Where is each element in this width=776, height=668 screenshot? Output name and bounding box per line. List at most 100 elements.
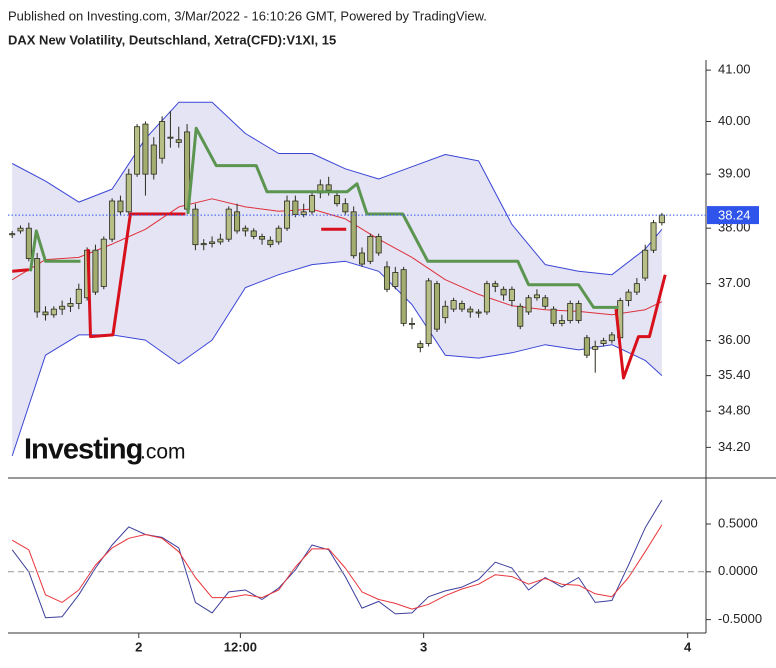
lower-band — [11, 260, 663, 457]
candle-body — [267, 239, 274, 246]
candle-body — [600, 340, 607, 344]
candle-body — [225, 208, 232, 240]
candle-body — [92, 249, 99, 293]
candle-body — [383, 266, 390, 290]
candle-body — [9, 233, 16, 236]
band-fill — [12, 102, 662, 456]
y-tick-label: 41.00 — [718, 62, 751, 77]
candle-body — [34, 258, 41, 313]
osc-y-tick-label: -0.5000 — [718, 611, 762, 626]
candle-body — [442, 305, 449, 319]
candle-body — [275, 227, 282, 243]
osc-y-tick-label: 0.5000 — [718, 515, 758, 530]
candle-body — [50, 308, 57, 316]
candle-body — [109, 200, 116, 240]
upper-band — [11, 101, 663, 276]
candle-body — [75, 288, 82, 304]
candle-body — [625, 291, 632, 302]
candle-body — [550, 308, 557, 324]
candle-body — [375, 236, 382, 254]
x-tick-label: 12:00 — [224, 639, 257, 654]
candle-body — [400, 269, 407, 324]
candle-body — [358, 252, 365, 265]
last-value-label: 38.24 — [718, 208, 751, 223]
candle-body — [658, 214, 665, 224]
supertrend-line — [12, 212, 667, 380]
candle-body — [633, 283, 640, 293]
candle-body — [67, 303, 74, 307]
candle-body — [325, 184, 332, 191]
y-tick-label: 36.00 — [718, 332, 751, 347]
candle-body — [650, 222, 657, 251]
candle-body — [425, 280, 432, 344]
candle-body — [350, 211, 357, 257]
candle-body — [17, 227, 24, 232]
candle-body — [458, 303, 465, 310]
candle-body — [192, 208, 199, 246]
candle-body — [292, 200, 299, 215]
candle-body — [367, 236, 374, 262]
last-value-box — [707, 206, 759, 225]
y-tick-label: 34.80 — [718, 403, 751, 418]
candle-body — [234, 211, 241, 232]
candle-body — [259, 236, 266, 240]
y-tick-label: 35.40 — [718, 367, 751, 382]
candle-body — [450, 300, 457, 310]
x-tick-label: 4 — [684, 639, 692, 654]
candle-body — [217, 238, 224, 243]
y-tick-label: 39.00 — [718, 166, 751, 181]
y-tick-label: 34.20 — [718, 439, 751, 454]
candle-body — [209, 241, 216, 244]
supertrend-line — [29, 126, 619, 309]
candle-body — [467, 308, 474, 313]
candle-body — [408, 322, 415, 325]
candle-body — [300, 211, 307, 215]
candle-body — [500, 288, 507, 296]
candle-body — [250, 230, 257, 237]
candle-body — [134, 126, 141, 175]
candle-body — [25, 227, 32, 259]
x-tick-label: 2 — [135, 639, 142, 654]
candle-body — [167, 136, 174, 139]
candle-body — [567, 303, 574, 321]
osc-y-tick-label: 0.0000 — [718, 563, 758, 578]
candle-body — [242, 227, 249, 232]
candle-body — [525, 297, 532, 313]
watermark: Investing .com — [24, 434, 186, 466]
candle-body — [508, 288, 515, 302]
candle-body — [42, 311, 49, 316]
candle-body — [575, 303, 582, 321]
candle-body — [159, 121, 166, 159]
candle-body — [492, 283, 499, 287]
watermark-suffix: .com — [140, 441, 186, 464]
candle-body — [392, 272, 399, 287]
candle-body — [175, 139, 182, 143]
candle-body — [517, 305, 524, 327]
candle-body — [142, 123, 149, 175]
candle-body — [342, 203, 349, 213]
candle-body — [200, 243, 207, 246]
candle-body — [433, 283, 440, 330]
candle-body — [542, 297, 549, 307]
chart-title: DAX New Volatility, Deutschland, Xetra(C… — [8, 32, 336, 47]
plot-area — [9, 101, 667, 619]
oscillator-line — [11, 499, 663, 619]
y-tick-label: 40.00 — [718, 113, 751, 128]
candle-body — [334, 195, 341, 205]
candle-body — [59, 305, 66, 310]
candle-body — [417, 343, 424, 349]
y-tick-label: 37.00 — [718, 275, 751, 290]
candle-body — [483, 283, 490, 313]
candle-body — [558, 320, 565, 324]
candle-body — [592, 346, 599, 350]
oscillator-line — [11, 524, 663, 610]
x-tick-label: 3 — [420, 639, 427, 654]
candle-body — [150, 144, 157, 175]
candle-body — [608, 334, 615, 342]
candle-body — [100, 238, 107, 287]
source-note: Published on Investing.com, 3/Mar/2022 -… — [8, 8, 487, 23]
candle-body — [309, 195, 316, 213]
candle-body — [117, 200, 124, 213]
candle-body — [533, 294, 540, 299]
